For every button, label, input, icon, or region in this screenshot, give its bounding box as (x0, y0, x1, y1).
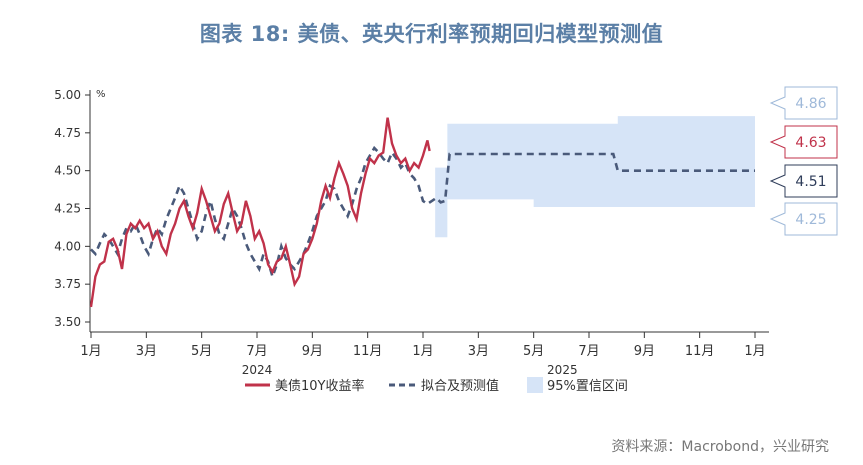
x-tick-label: 1月 (80, 344, 101, 359)
year-label: 2024 (242, 363, 273, 377)
confidence-band-layer (435, 116, 755, 238)
source-note: 资料来源：Macrobond，兴业研究 (611, 439, 829, 455)
y-tick-label: 3.75 (54, 277, 81, 291)
legend-layer: 美债10Y收益率 拟合及预测值 95%置信区间 (245, 377, 628, 394)
x-tick-label: 5月 (523, 344, 544, 359)
x-tick-label: 11月 (685, 344, 715, 359)
axes-layer: 5.00 4.75 4.50 4.25 4.00 3.75 3.50% 1月 3月 5月 7月 9月 1… (54, 88, 769, 377)
x-tick-label: 1月 (412, 344, 433, 359)
y-unit-label: % (96, 89, 106, 100)
lines-layer (89, 117, 755, 308)
value-callout-label: 4.86 (795, 96, 826, 112)
y-tick-label: 4.75 (54, 126, 81, 140)
x-tick-label: 1月 (744, 344, 765, 359)
x-tick-label: 3月 (468, 344, 489, 359)
value-callout-box (769, 125, 838, 159)
year-label: 2025 (547, 363, 578, 377)
confidence-band (435, 116, 755, 238)
x-tick-label: 7月 (246, 344, 267, 359)
value-callout-box (769, 86, 838, 120)
x-tick-label: 3月 (136, 344, 157, 359)
y-tick-label: 4.00 (54, 239, 81, 253)
fit-series-line (90, 145, 755, 281)
value-callout-box (769, 164, 838, 198)
x-tick-label: 9月 (302, 344, 323, 359)
chart: 5.00 4.75 4.50 4.25 4.00 3.75 3.50% 1月 3月 5月 7月 9月 1… (54, 86, 838, 394)
y-tick-label: 4.25 (54, 202, 81, 216)
legend-fit-label: 拟合及预测值 (421, 378, 499, 394)
y-tick-label: 5.00 (54, 88, 81, 102)
legend-band-swatch (527, 377, 543, 393)
chart-title: 图表 18: 美债、英央行利率预期回归模型预测值 (199, 22, 664, 46)
x-tick-label: 9月 (634, 344, 655, 359)
callout-layer: 4.86 4.63 4.51 4.25 (769, 86, 838, 236)
value-callout-label: 4.51 (795, 174, 826, 190)
legend-actual-label: 美债10Y收益率 (275, 378, 364, 394)
y-tick-label: 3.50 (54, 315, 81, 329)
value-callout-label: 4.63 (795, 135, 826, 151)
actual-series-line (89, 117, 431, 308)
legend-band-label: 95%置信区间 (547, 379, 628, 394)
x-tick-label: 11月 (353, 344, 383, 359)
x-tick-label: 5月 (191, 344, 212, 359)
x-tick-label: 7月 (578, 344, 599, 359)
value-callout-label: 4.25 (795, 212, 826, 228)
value-callout-box (769, 202, 838, 236)
y-tick-label: 4.50 (54, 164, 81, 178)
